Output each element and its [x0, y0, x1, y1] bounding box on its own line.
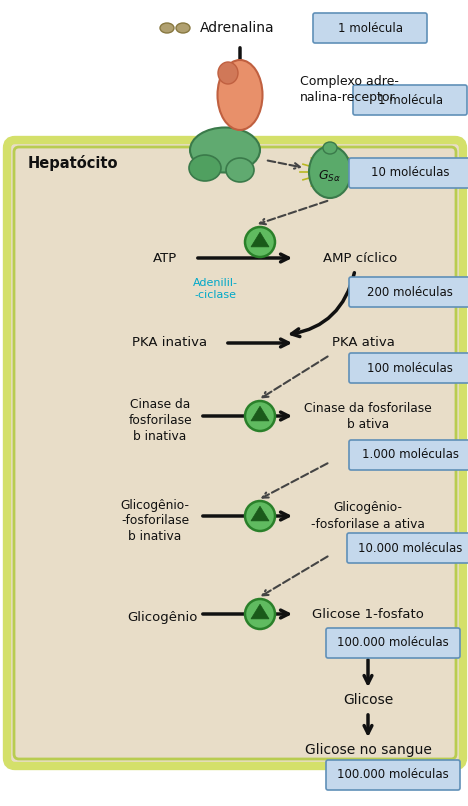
Text: 1 molécula: 1 molécula	[337, 22, 402, 35]
Polygon shape	[251, 232, 269, 247]
Text: Glicogênio-
-fosforilase a ativa: Glicogênio- -fosforilase a ativa	[311, 501, 425, 530]
Text: AMP cíclico: AMP cíclico	[323, 251, 397, 264]
Text: Glicose 1-fosfato: Glicose 1-fosfato	[312, 608, 424, 621]
Circle shape	[245, 501, 275, 531]
Text: Adrenalina: Adrenalina	[200, 21, 275, 35]
Text: PKA ativa: PKA ativa	[331, 336, 395, 350]
FancyBboxPatch shape	[353, 85, 467, 115]
Text: ATP: ATP	[153, 251, 177, 264]
FancyBboxPatch shape	[349, 277, 468, 307]
Text: 100.000 moléculas: 100.000 moléculas	[337, 768, 449, 782]
Text: Cinase da fosforilase
b ativa: Cinase da fosforilase b ativa	[304, 401, 432, 430]
Circle shape	[245, 227, 275, 257]
FancyBboxPatch shape	[349, 353, 468, 383]
Text: 1 molécula: 1 molécula	[378, 93, 443, 106]
Text: 1.000 moléculas: 1.000 moléculas	[361, 448, 459, 462]
Text: 10.000 moléculas: 10.000 moléculas	[358, 542, 462, 555]
FancyBboxPatch shape	[326, 760, 460, 790]
Circle shape	[245, 401, 275, 431]
Text: Glicose: Glicose	[343, 693, 393, 707]
Ellipse shape	[160, 23, 174, 33]
FancyBboxPatch shape	[7, 140, 463, 766]
FancyBboxPatch shape	[326, 628, 460, 658]
Ellipse shape	[176, 23, 190, 33]
Text: 100.000 moléculas: 100.000 moléculas	[337, 637, 449, 650]
Text: Glicose no sangue: Glicose no sangue	[305, 743, 431, 757]
Ellipse shape	[323, 142, 337, 154]
FancyBboxPatch shape	[347, 533, 468, 563]
Text: Adenilil-
-ciclase: Adenilil- -ciclase	[192, 278, 237, 300]
Text: Glicogênio: Glicogênio	[127, 610, 197, 624]
Ellipse shape	[226, 158, 254, 182]
Circle shape	[245, 599, 275, 629]
FancyBboxPatch shape	[349, 440, 468, 470]
FancyBboxPatch shape	[313, 13, 427, 43]
Ellipse shape	[218, 62, 238, 84]
Polygon shape	[251, 506, 269, 521]
Text: G$_{S\alpha}$: G$_{S\alpha}$	[319, 168, 342, 184]
Ellipse shape	[309, 146, 351, 198]
Ellipse shape	[190, 127, 260, 172]
Text: Cinase da
fosforilase
b inativa: Cinase da fosforilase b inativa	[128, 398, 192, 443]
Text: PKA inativa: PKA inativa	[132, 336, 208, 350]
Text: Complexo adre-
nalina-receptor: Complexo adre- nalina-receptor	[300, 76, 399, 105]
Ellipse shape	[218, 60, 263, 130]
Text: 10 moléculas: 10 moléculas	[371, 167, 449, 180]
Polygon shape	[251, 406, 269, 421]
Text: Glicogênio-
-fosforilase
b inativa: Glicogênio- -fosforilase b inativa	[120, 498, 190, 543]
Polygon shape	[251, 604, 269, 619]
FancyBboxPatch shape	[349, 158, 468, 188]
Text: Hepatócito: Hepatócito	[28, 155, 118, 171]
Ellipse shape	[189, 155, 221, 181]
Text: 200 moléculas: 200 moléculas	[367, 285, 453, 298]
Text: 100 moléculas: 100 moléculas	[367, 362, 453, 375]
